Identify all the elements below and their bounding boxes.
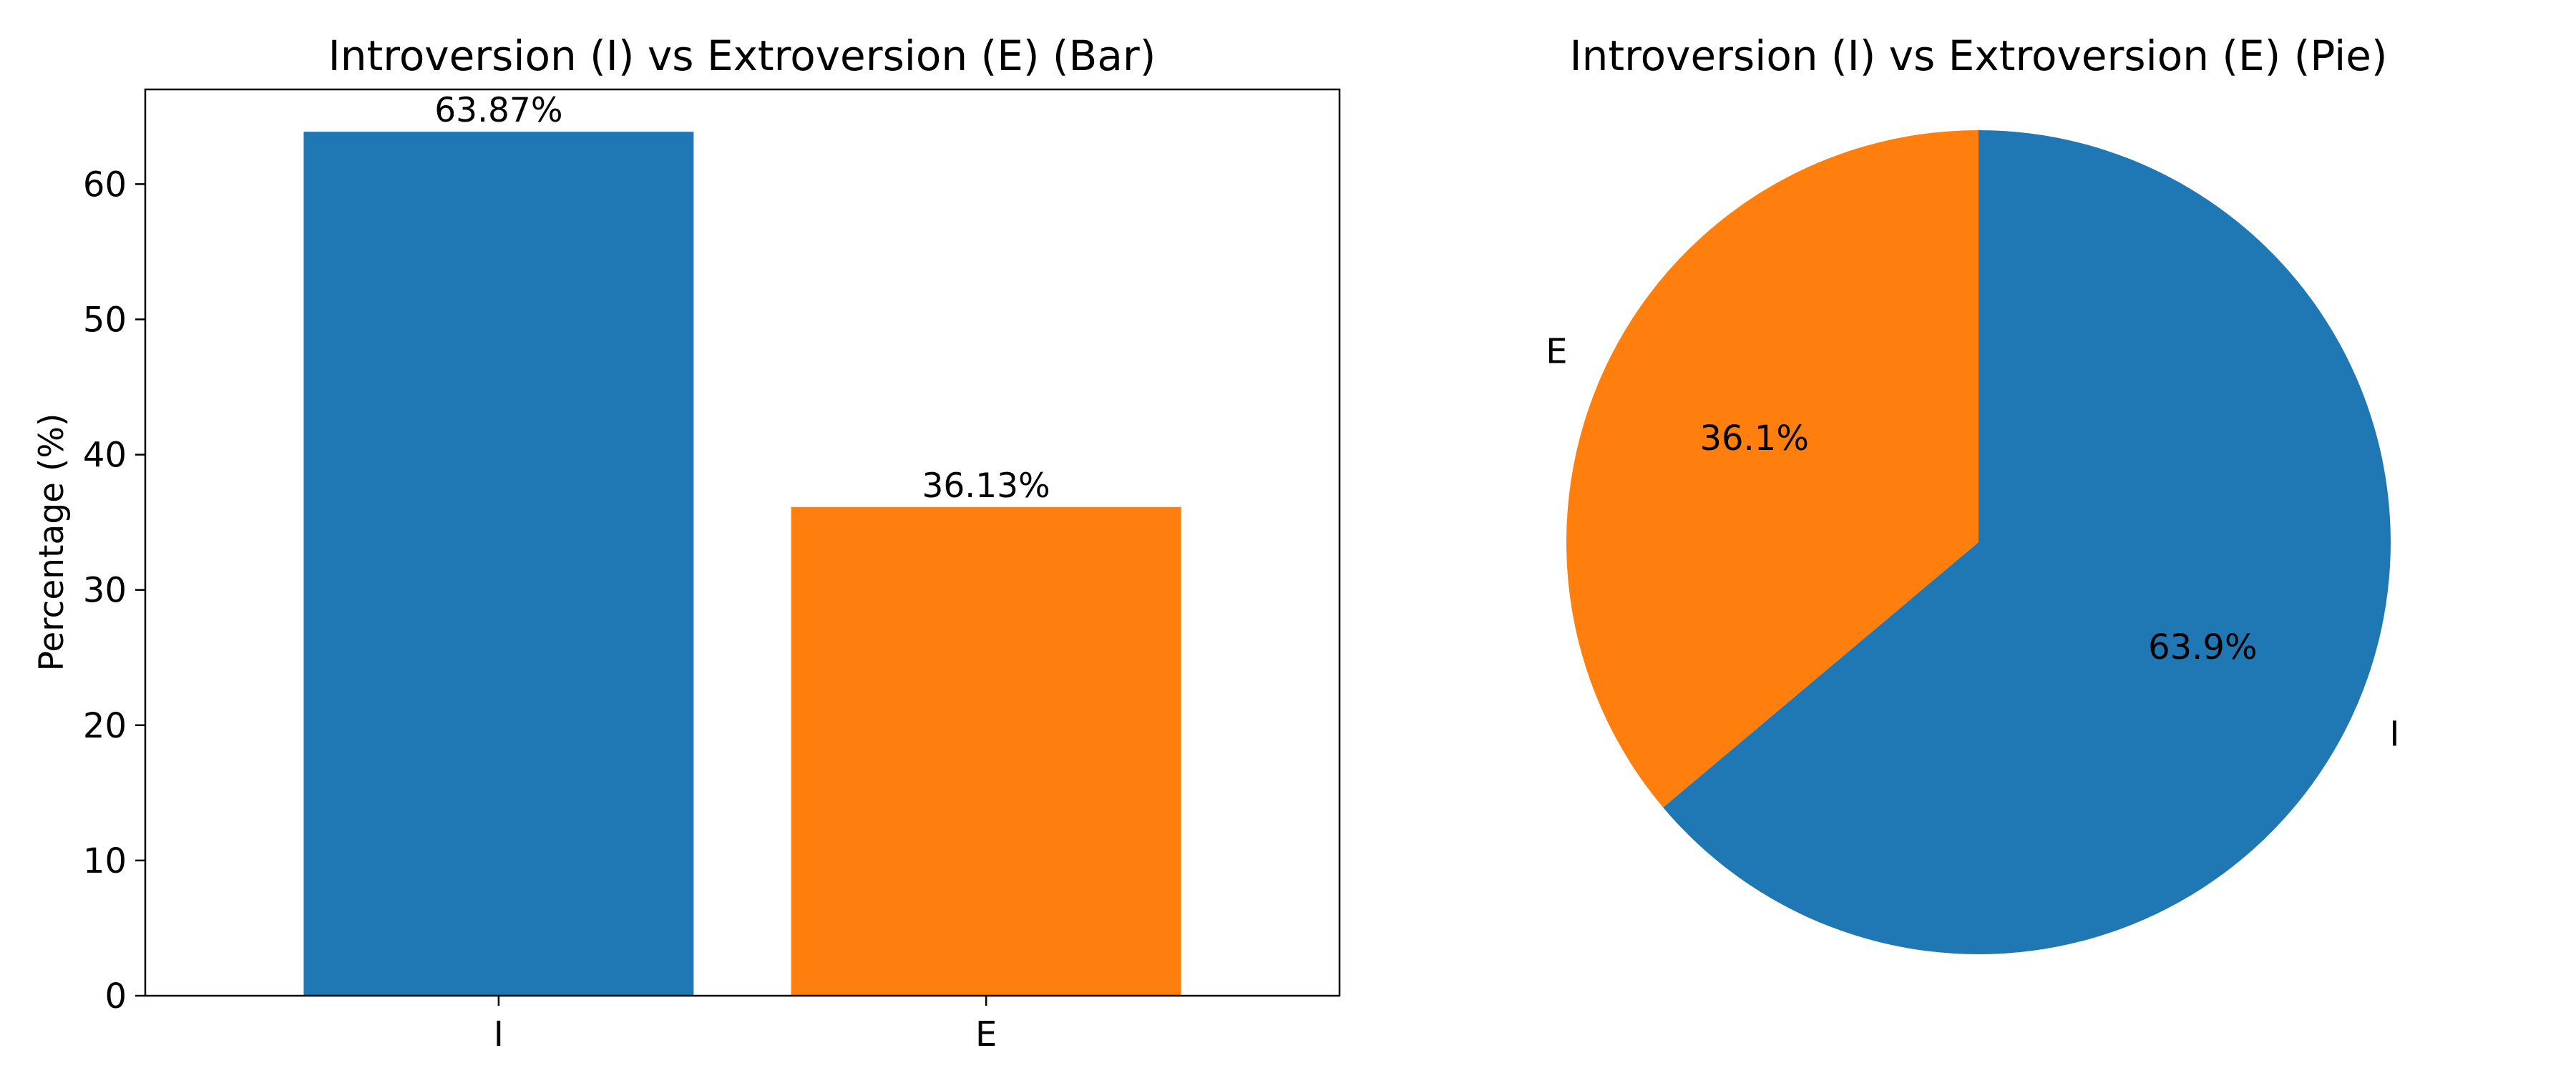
bar-chart: Introversion (I) vs Extroversion (E) (Ba…	[32, 31, 1341, 1054]
bar-i	[303, 132, 694, 996]
y-axis-label: Percentage (%)	[32, 413, 72, 672]
x-tick-label: E	[975, 1014, 997, 1054]
pie-slice-e	[1566, 130, 1979, 808]
pie-percent-label: 63.9%	[2148, 627, 2257, 667]
y-tick-label: 10	[83, 841, 127, 881]
bar-chart-title: Introversion (I) vs Extroversion (E) (Ba…	[328, 31, 1156, 80]
pie-percent-label: 36.1%	[1699, 418, 1808, 459]
y-tick-label: 60	[83, 165, 127, 205]
bar-e	[791, 506, 1181, 996]
pie-marks: I 63.9% E 36.1%	[1546, 130, 2400, 954]
pie-category-label: I	[2389, 714, 2399, 754]
x-tick-label: I	[494, 1014, 504, 1054]
plot-frame	[144, 88, 1341, 997]
y-tick-label: 0	[104, 976, 127, 1016]
y-tick-label: 40	[83, 436, 127, 476]
y-tick-label: 50	[83, 300, 127, 340]
y-tick-label: 30	[83, 571, 127, 611]
pie-chart-title: Introversion (I) vs Extroversion (E) (Pi…	[1569, 31, 2387, 80]
pie-category-label: E	[1546, 332, 1567, 372]
pie-slice-i	[1663, 130, 2391, 954]
y-tick-label: 20	[83, 706, 127, 746]
y-axis: 0 10 20 30 40 50 60	[83, 165, 145, 1016]
bar-marks: 63.87% 36.13%	[303, 91, 1181, 996]
bar-value-label: 63.87%	[434, 91, 562, 130]
bar-value-label: 36.13%	[922, 466, 1050, 506]
pie-chart: Introversion (I) vs Extroversion (E) (Pi…	[1546, 31, 2400, 954]
